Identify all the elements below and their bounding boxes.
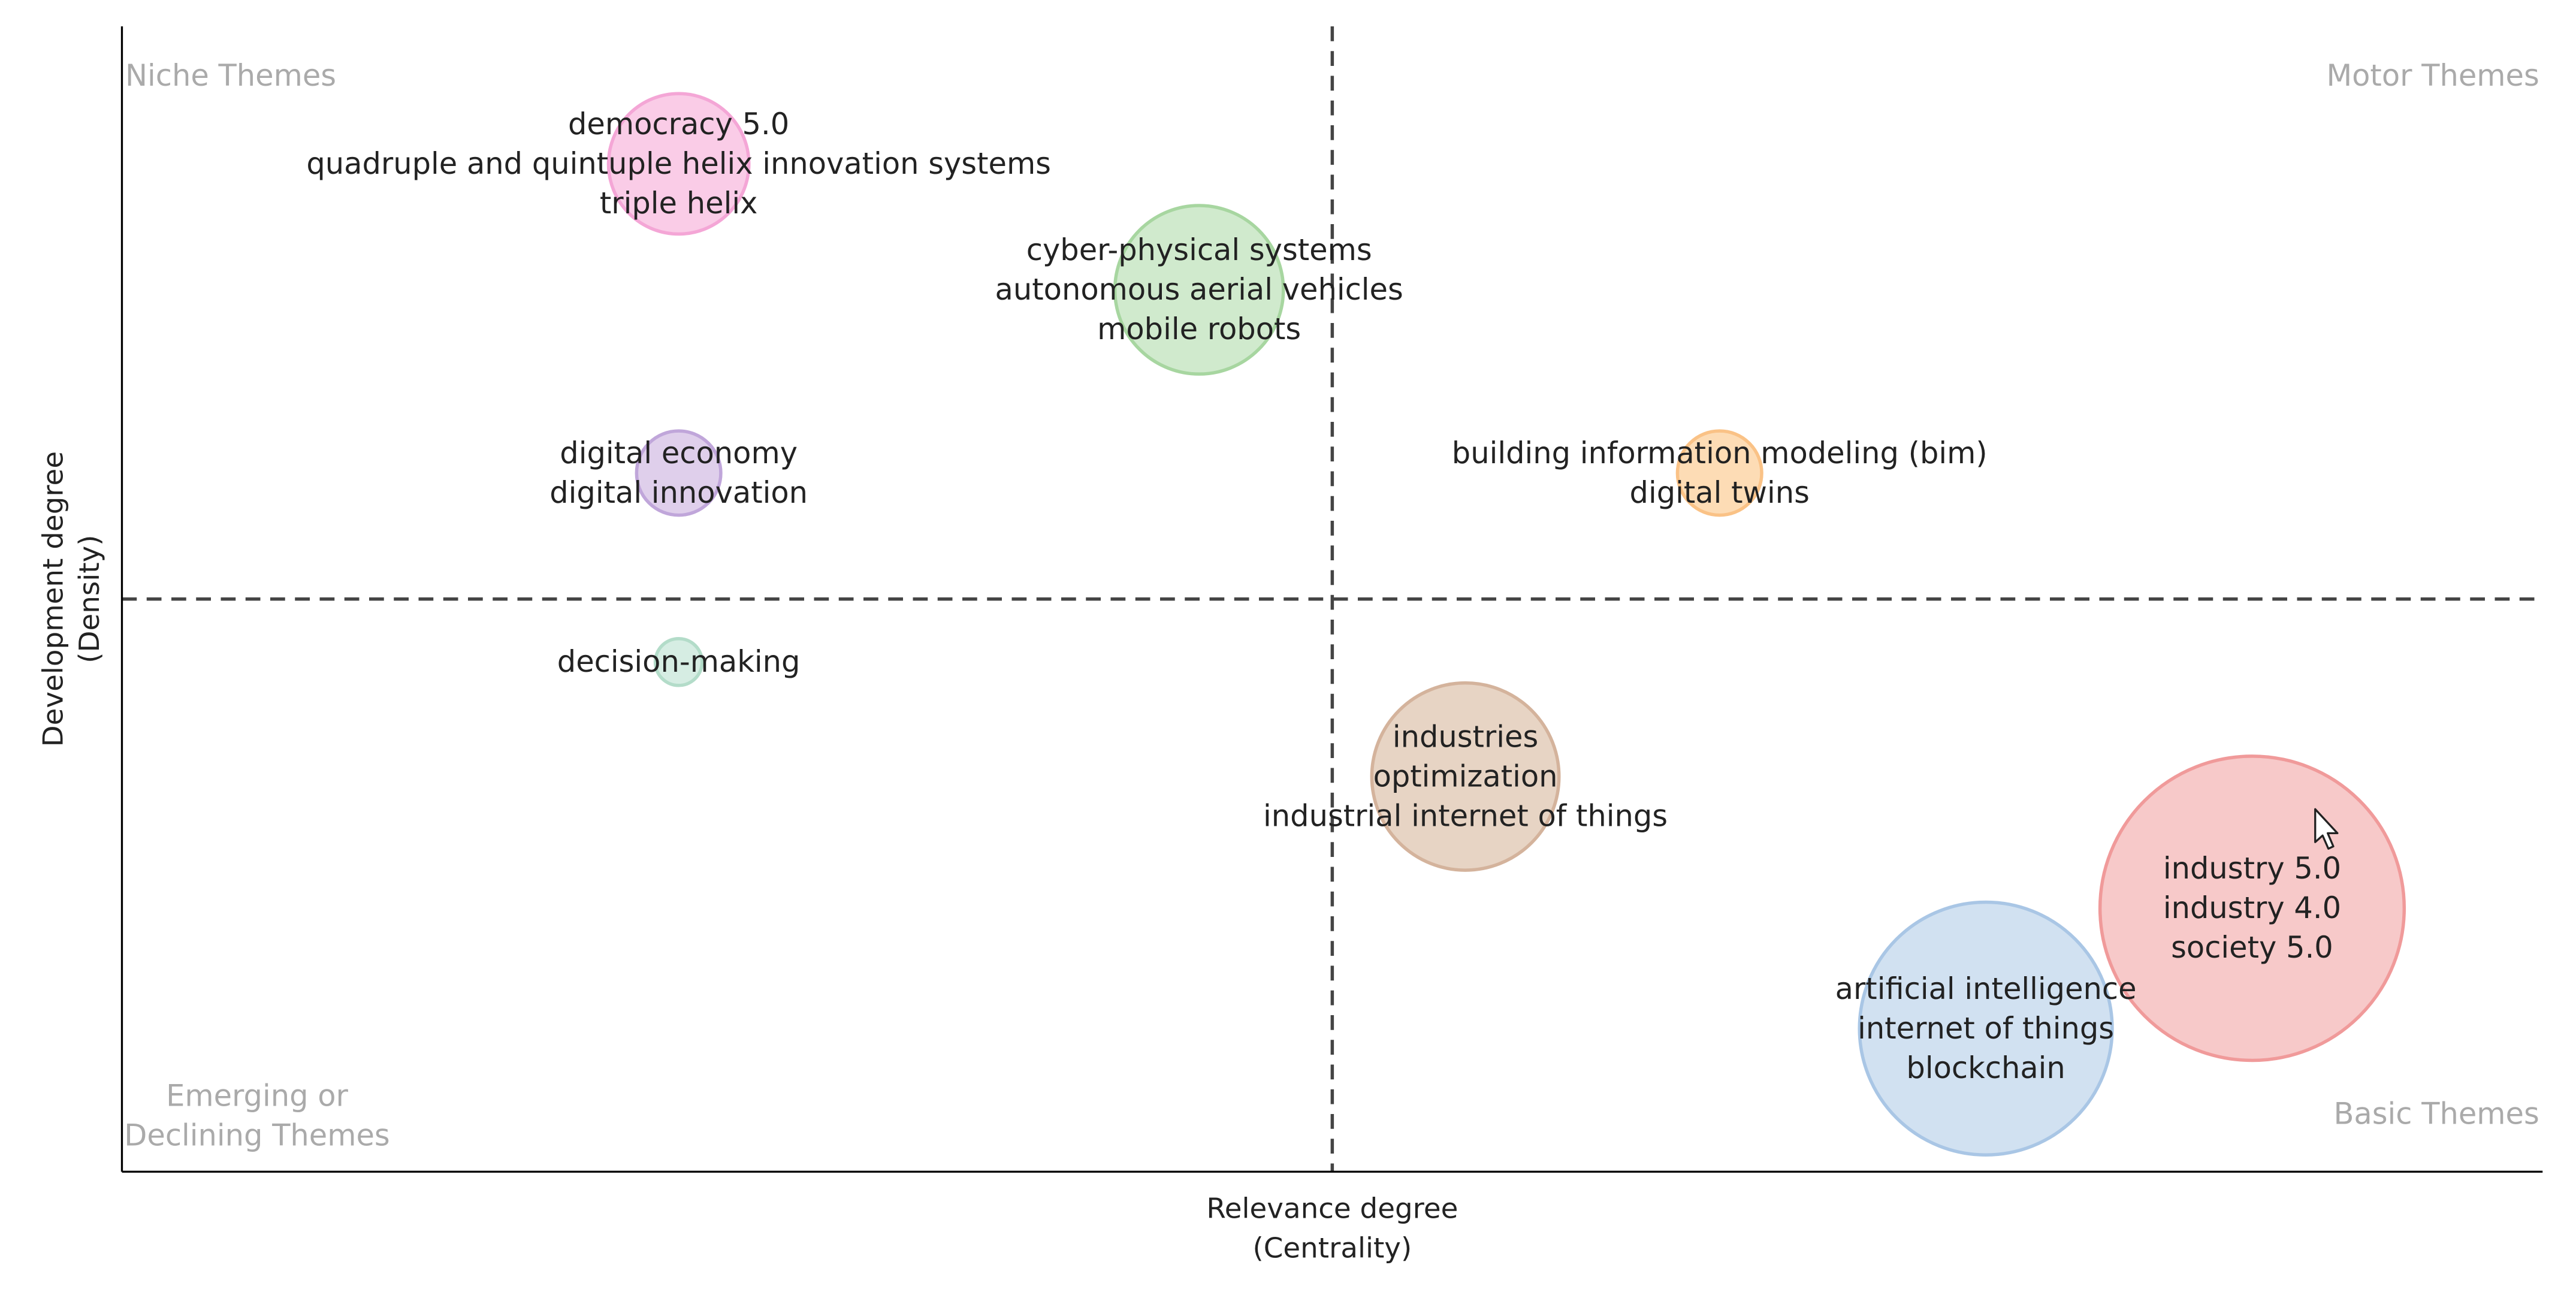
cluster-bubble-5[interactable] <box>1370 681 1561 872</box>
label-layer: Relevance degree (Centrality) Development … <box>38 58 2539 1264</box>
axes-layer <box>120 26 2543 1173</box>
cluster-bubble-1[interactable] <box>1113 204 1285 376</box>
cluster-bubble-3[interactable] <box>1675 429 1763 517</box>
quadrant-label-niche-themes: Niche Themes <box>125 58 336 93</box>
cluster-bubble-4[interactable] <box>653 636 704 687</box>
cluster-label-0: democracy 5.0 quadruple and quintuple hel… <box>306 107 1051 221</box>
quadrant-label-motor-themes: Motor Themes <box>2326 58 2539 93</box>
quadrant-label-emerging-or-declining-themes: Emerging or Declining Themes <box>124 1078 389 1152</box>
cluster-bubble-2[interactable] <box>635 429 723 517</box>
bubble-layer <box>606 92 2406 1157</box>
x-axis-label: Relevance degree (Centrality) <box>1206 1193 1458 1264</box>
quadrant-divider-layer <box>122 26 2543 1172</box>
mouse-cursor-icon <box>2314 808 2339 850</box>
cluster-label-6: industry 5.0 industry 4.0 society 5.0 <box>2163 851 2341 965</box>
cluster-label-1: cyber-physical systems autonomous aerial … <box>995 233 1403 346</box>
quadrant-label-basic-themes: Basic Themes <box>2333 1097 2539 1131</box>
cluster-bubble-7[interactable] <box>1858 900 2114 1157</box>
cluster-label-7: artificial intelligence internet of thing… <box>1835 971 2137 1085</box>
cluster-label-2: digital economy digital innovation <box>549 436 808 510</box>
y-axis-label: Development degree (Density) <box>38 451 106 747</box>
cluster-bubble-0[interactable] <box>606 92 751 236</box>
cluster-label-5: industries optimization industrial interne… <box>1263 719 1668 833</box>
cluster-label-4: decision-making <box>557 644 801 679</box>
cluster-label-3: building information modeling (bim) digit… <box>1452 436 1988 510</box>
